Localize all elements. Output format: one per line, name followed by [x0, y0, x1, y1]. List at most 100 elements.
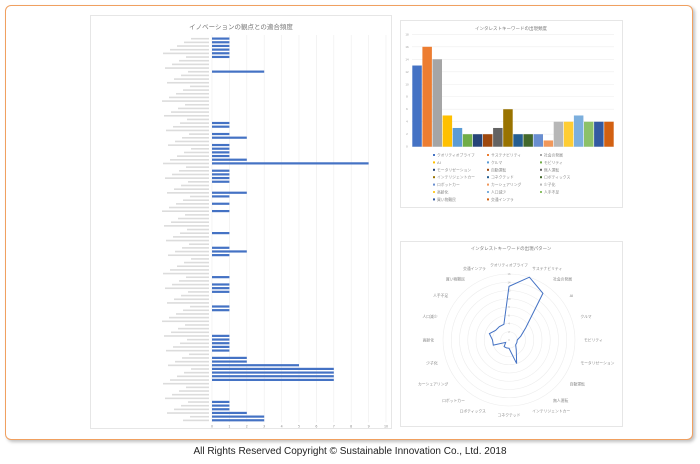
axis-label: 無人運転	[553, 398, 568, 403]
radar-ring	[475, 306, 543, 374]
bar	[573, 115, 584, 147]
legend-swatch	[487, 183, 489, 186]
legend-swatch	[433, 198, 435, 201]
axis-label: カーシェアリング	[418, 381, 449, 386]
axis-label: モビリティ	[584, 337, 603, 342]
chart-title: インタレストキーワードの出現頻度	[475, 25, 547, 32]
keyword-pattern-radar-panel: インタレストキーワードの出現パターン 0 2 4 6 8 10 12 14 16 クオリティオブライ…	[400, 241, 623, 427]
category-label-placeholder	[169, 206, 209, 209]
bar	[212, 143, 230, 147]
series-line	[488, 276, 544, 364]
category-label-placeholder	[189, 133, 209, 135]
category-label-placeholder	[179, 59, 209, 62]
bar	[212, 360, 247, 363]
bar	[212, 41, 230, 44]
category-label-placeholder	[170, 159, 209, 161]
r-tick-label: 2	[508, 331, 510, 334]
category-label-placeholder	[187, 338, 209, 341]
legend-label: クルマ	[491, 160, 502, 165]
category-label-placeholder	[176, 92, 209, 95]
category-label-placeholder	[166, 349, 209, 352]
bar	[212, 400, 230, 404]
category-label-placeholder	[185, 214, 209, 216]
bar	[212, 48, 230, 51]
bar	[212, 44, 230, 48]
bar	[212, 378, 334, 382]
category-label-placeholder	[181, 184, 209, 187]
bar	[212, 287, 230, 290]
legend-swatch	[540, 183, 542, 186]
bar	[594, 121, 604, 147]
category-label-placeholder	[191, 368, 209, 370]
x-tick-label: 4	[281, 424, 283, 428]
bar	[212, 404, 230, 407]
legend-label: ロボットカー	[437, 182, 460, 187]
y-tick-label: 2	[406, 132, 408, 136]
category-label-placeholder	[177, 45, 209, 47]
y-tick-label: 8	[406, 95, 408, 99]
bar	[212, 276, 230, 279]
r-tick-label: 14	[507, 281, 511, 284]
bar	[212, 364, 299, 367]
legend-label: カーシェアリング	[491, 182, 522, 187]
legend-swatch	[433, 154, 435, 156]
axis-label: モータリゼーション	[580, 360, 614, 365]
bar	[212, 158, 247, 161]
category-label-placeholder	[163, 52, 209, 55]
bar	[212, 147, 230, 150]
category-label-placeholder	[167, 192, 209, 194]
bar	[212, 375, 334, 378]
bar	[422, 46, 432, 147]
y-tick-label: 16	[405, 45, 409, 49]
legend-swatch	[540, 176, 542, 179]
bar	[212, 309, 230, 312]
category-label-placeholder	[165, 177, 209, 179]
category-label-placeholder	[180, 122, 209, 124]
category-label-placeholder	[177, 375, 209, 378]
bar	[212, 37, 230, 40]
keyword-pattern-radar: インタレストキーワードの出現パターン 0 2 4 6 8 10 12 14 16 クオリティオブライ…	[418, 245, 615, 417]
category-label-placeholder	[181, 404, 209, 407]
category-label-placeholder	[178, 327, 209, 330]
category-label-placeholder	[163, 162, 209, 165]
category-label-placeholder	[179, 280, 209, 282]
bar	[212, 349, 230, 352]
category-label-placeholder	[191, 258, 209, 260]
axis-label: 自動運転	[570, 381, 585, 386]
category-label-placeholder	[190, 415, 209, 418]
legend-label: 買い物難民	[437, 197, 456, 202]
axis-label: クルマ	[580, 314, 591, 319]
category-label-placeholder	[183, 89, 209, 91]
legend-label: コネクテッド	[491, 175, 514, 180]
axis-label: コネクテッド	[498, 412, 521, 417]
category-label-placeholder	[188, 291, 209, 293]
legend-label: 高齢化	[437, 190, 449, 195]
axis-label: ロボットカー	[442, 398, 465, 403]
category-label-placeholder	[167, 81, 209, 84]
radar-ring	[450, 281, 568, 399]
legend-swatch	[487, 176, 489, 179]
category-label-placeholder	[165, 67, 209, 69]
category-label-placeholder	[190, 85, 209, 88]
bar	[212, 209, 230, 213]
category-label-placeholder	[167, 412, 209, 414]
category-label-placeholder	[190, 305, 209, 308]
legend-label: モビリティ	[544, 160, 563, 165]
axis-label: 買い物難民	[446, 277, 465, 282]
bar	[212, 246, 230, 249]
bar	[212, 191, 247, 194]
bar	[462, 134, 473, 147]
category-label-placeholder	[176, 313, 209, 315]
category-label-placeholder	[191, 148, 209, 150]
copyright-footer: All Rights Reserved Copyright © Sustaina…	[193, 446, 507, 457]
legend-label: モータリゼーション	[437, 167, 471, 172]
legend-label: 無人運転	[544, 167, 559, 172]
bar	[212, 283, 230, 286]
y-tick-label: 0	[406, 145, 408, 149]
legend-swatch	[540, 154, 542, 156]
legend-swatch	[540, 168, 542, 171]
bar	[212, 411, 247, 415]
bar	[212, 254, 230, 257]
category-label-placeholder	[182, 357, 209, 359]
axis-label: サステナビリティ	[532, 266, 562, 271]
